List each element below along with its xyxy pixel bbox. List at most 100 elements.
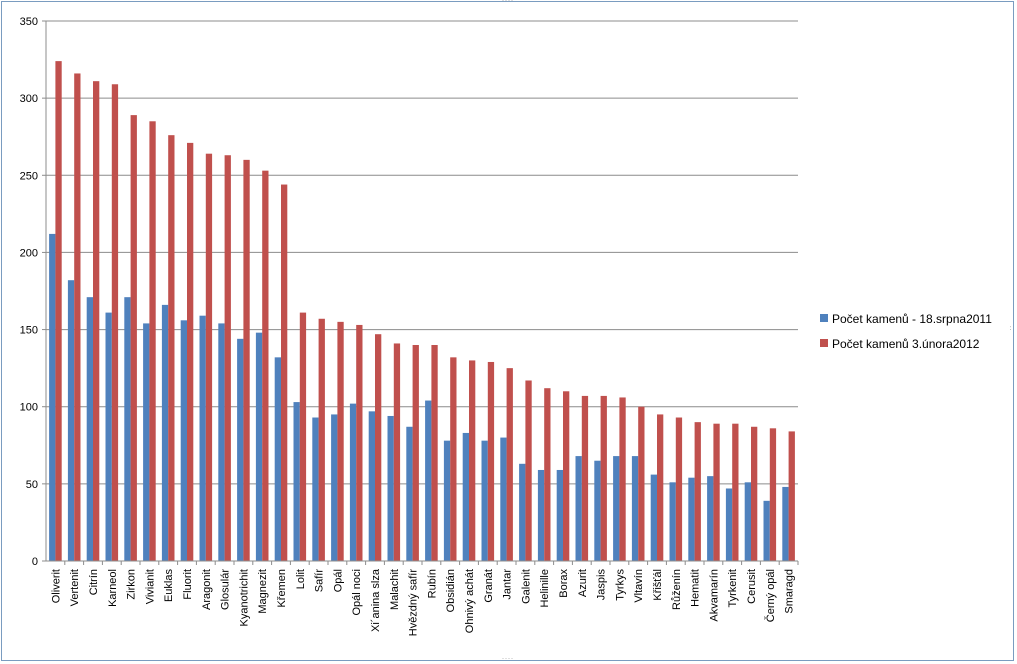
legend-label-series-2: Počet kamenů 3.února2012 (832, 337, 980, 351)
bar-series-1 (406, 426, 413, 561)
x-tick-label: Fluorit (182, 569, 194, 600)
bar-series-1 (67, 280, 75, 561)
x-tick-label: Kyanotrichit (238, 569, 250, 626)
bar-series-2 (431, 345, 438, 561)
x-tick-label: Růženín (671, 569, 683, 610)
bar-series-2 (262, 170, 269, 561)
x-tick-label: Glosulár (220, 569, 232, 610)
bar-series-1 (537, 469, 545, 561)
x-tick-label: Opál (332, 569, 344, 592)
bar-series-1 (707, 476, 714, 561)
bar-series-2 (675, 417, 683, 561)
x-tick-label: Hvězdný safír (408, 569, 420, 637)
x-tick-label: Euklas (163, 569, 175, 603)
bar-series-1 (425, 400, 432, 561)
bar-series-2 (469, 360, 476, 561)
y-axis-ticks: 0 50 100 150 200 250 300 350 (20, 16, 46, 568)
bar-series-1 (500, 437, 507, 561)
bar-series-1 (180, 320, 187, 561)
bar-series-1 (725, 488, 733, 561)
bar-series-1 (105, 312, 112, 561)
bar-series-2 (74, 73, 81, 561)
bar-series-1 (763, 500, 770, 561)
bar-series-2 (638, 406, 645, 561)
bar-series-1 (237, 338, 244, 561)
x-tick-label: Helinille (539, 569, 551, 608)
bar-series-2 (93, 81, 100, 562)
bar-series-1 (744, 482, 751, 561)
bar-series-2 (243, 159, 250, 561)
x-tick-label: Jaspis (596, 569, 608, 601)
bar-series-1 (631, 456, 639, 561)
right-resize-handle[interactable]: : (1009, 326, 1013, 332)
bar-series-2 (751, 426, 758, 561)
bar-series-2 (732, 423, 739, 561)
x-tick-label: Křemen (276, 569, 288, 608)
bar-series-2 (55, 61, 62, 561)
x-tick-label: Granát (483, 569, 495, 603)
x-tick-label: Lolit (295, 569, 307, 589)
x-tick-label: Malachit (389, 569, 401, 610)
bar-series-1 (669, 482, 676, 561)
bar-series-2 (450, 357, 457, 561)
bar-series-2 (525, 380, 532, 561)
x-tick-label: Safír (314, 569, 326, 593)
bar-series-2 (694, 422, 701, 561)
bar-series-1 (575, 456, 582, 561)
x-tick-label: Magnezit (257, 569, 269, 614)
bar-series-2 (299, 312, 307, 561)
x-tick-label: Hematit (690, 569, 702, 607)
bar-series-2 (111, 84, 119, 561)
bar-series-1 (255, 332, 263, 561)
bar-series-1 (143, 323, 150, 561)
bar-series-1 (613, 456, 620, 561)
x-tick-label: Opál noci (351, 569, 363, 615)
y-tick-label: 100 (20, 402, 38, 414)
x-tick-label: Jantar (502, 569, 514, 600)
bar-series-1 (443, 440, 451, 561)
bottom-resize-handle[interactable]: ···· (502, 656, 514, 662)
bar-series-2 (769, 428, 777, 561)
bar-series-1 (293, 402, 300, 561)
y-tick-label: 150 (20, 325, 38, 337)
bar-series-2 (412, 345, 419, 561)
y-tick-label: 200 (20, 247, 38, 259)
bar-series-2 (318, 318, 325, 561)
top-resize-handle[interactable]: ···· (502, 0, 514, 4)
bar-series-2 (581, 395, 589, 561)
x-tick-label: Tyrkys (614, 569, 626, 601)
bar-series-2 (619, 397, 626, 561)
x-tick-label: Cerusit (746, 569, 758, 604)
x-tick-label: Ohnivý achát (464, 569, 476, 633)
bar-series-1 (312, 417, 319, 561)
x-tick-label: Galenit (520, 569, 532, 604)
x-tick-label: Tyrkenit (727, 569, 739, 608)
bar-series-1 (218, 323, 225, 561)
bar-series-2 (393, 343, 401, 561)
x-tick-label: Vertenit (69, 569, 81, 606)
bar-series-1 (594, 460, 601, 561)
bar-series-2 (713, 423, 720, 561)
x-tick-label: Křišťál (652, 569, 664, 601)
y-tick-label: 300 (20, 93, 38, 105)
bar-series-1 (387, 415, 394, 561)
bar-series-1 (782, 486, 789, 561)
x-tick-label: Azurit (577, 569, 589, 597)
x-axis-labels: Oliverit Vertenit Citrín Karneol Zirkon Vivia… (50, 561, 799, 637)
bar-series-2 (356, 324, 363, 561)
x-tick-label: Borax (558, 569, 570, 598)
bar-series-1 (349, 403, 357, 561)
bar-series-1 (650, 474, 657, 561)
gridlines (46, 20, 798, 485)
y-tick-label: 250 (20, 170, 38, 182)
x-tick-label: Rubín (426, 569, 438, 598)
y-tick-label: 50 (26, 479, 38, 491)
bar-series-2 (487, 361, 495, 561)
bar-series-1 (519, 463, 526, 561)
bar-series-1 (124, 297, 131, 561)
legend: Počet kamenů - 18.srpna2011 Počet kamenů… (820, 312, 992, 351)
bar-series-2 (130, 115, 137, 561)
x-tick-label: Vivianit (144, 569, 156, 604)
bar-series-1 (331, 414, 338, 561)
